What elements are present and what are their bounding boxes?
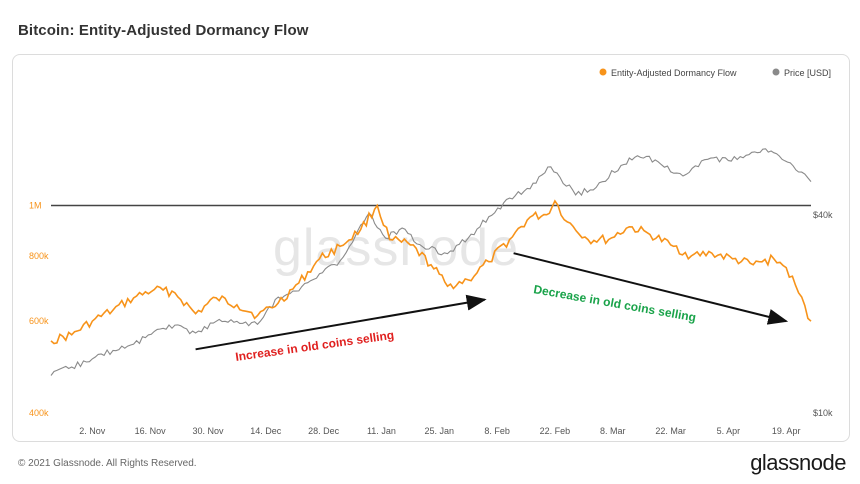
footer-brand-logo: glassnode: [750, 450, 846, 475]
footer-copyright: © 2021 Glassnode. All Rights Reserved.: [18, 458, 197, 469]
x-tick-label: 19. Apr: [772, 426, 801, 436]
price-series-line: [50, 148, 812, 376]
x-tick-label: 28. Dec: [308, 426, 340, 436]
x-tick-label: 8. Mar: [600, 426, 626, 436]
left-tick-label: 800k: [29, 251, 49, 261]
x-tick-label: 30. Nov: [192, 426, 224, 436]
left-y-axis: 400k 600k 800k 1M: [29, 201, 49, 419]
x-tick-label: 16. Nov: [135, 426, 167, 436]
increase-arrow: [195, 294, 487, 351]
annotation-increase-text: Increase in old coins selling: [234, 328, 394, 364]
right-tick-label: $10k: [813, 408, 833, 418]
x-tick-label: 11. Jan: [367, 426, 396, 436]
decrease-arrow: [513, 252, 789, 325]
annotation-decrease-text: Decrease in old coins selling: [532, 282, 697, 324]
x-axis: 2. Nov 16. Nov 30. Nov 14. Dec 28. Dec 11. Ja…: [79, 426, 800, 436]
legend-swatch-price: [772, 68, 780, 76]
x-tick-label: 14. Dec: [250, 426, 282, 436]
chart-svg: glassnode Entity-Adjusted Dormancy Flow …: [29, 68, 833, 436]
chart-panel: glassnode Entity-Adjusted Dormancy Flow …: [12, 54, 850, 442]
right-y-axis: $10k $40k: [813, 210, 833, 418]
left-tick-label: 1M: [29, 201, 42, 211]
legend-label-price: Price [USD]: [784, 68, 831, 78]
watermark-text: glassnode: [273, 219, 519, 277]
right-tick-label: $40k: [813, 210, 833, 220]
x-tick-label: 22. Feb: [540, 426, 571, 436]
chart-title: Bitcoin: Entity-Adjusted Dormancy Flow: [18, 22, 309, 39]
x-tick-label: 8. Feb: [484, 426, 510, 436]
legend-swatch-dormancy: [599, 68, 607, 76]
chart-legend: Entity-Adjusted Dormancy Flow Price [USD…: [599, 68, 831, 78]
left-tick-label: 600k: [29, 316, 49, 326]
x-tick-label: 25. Jan: [425, 426, 455, 436]
legend-label-dormancy: Entity-Adjusted Dormancy Flow: [611, 68, 737, 78]
x-tick-label: 22. Mar: [655, 426, 686, 436]
x-tick-label: 2. Nov: [79, 426, 106, 436]
left-tick-label: 400k: [29, 408, 49, 418]
x-tick-label: 5. Apr: [717, 426, 741, 436]
dormancy-series-line: [50, 199, 812, 345]
